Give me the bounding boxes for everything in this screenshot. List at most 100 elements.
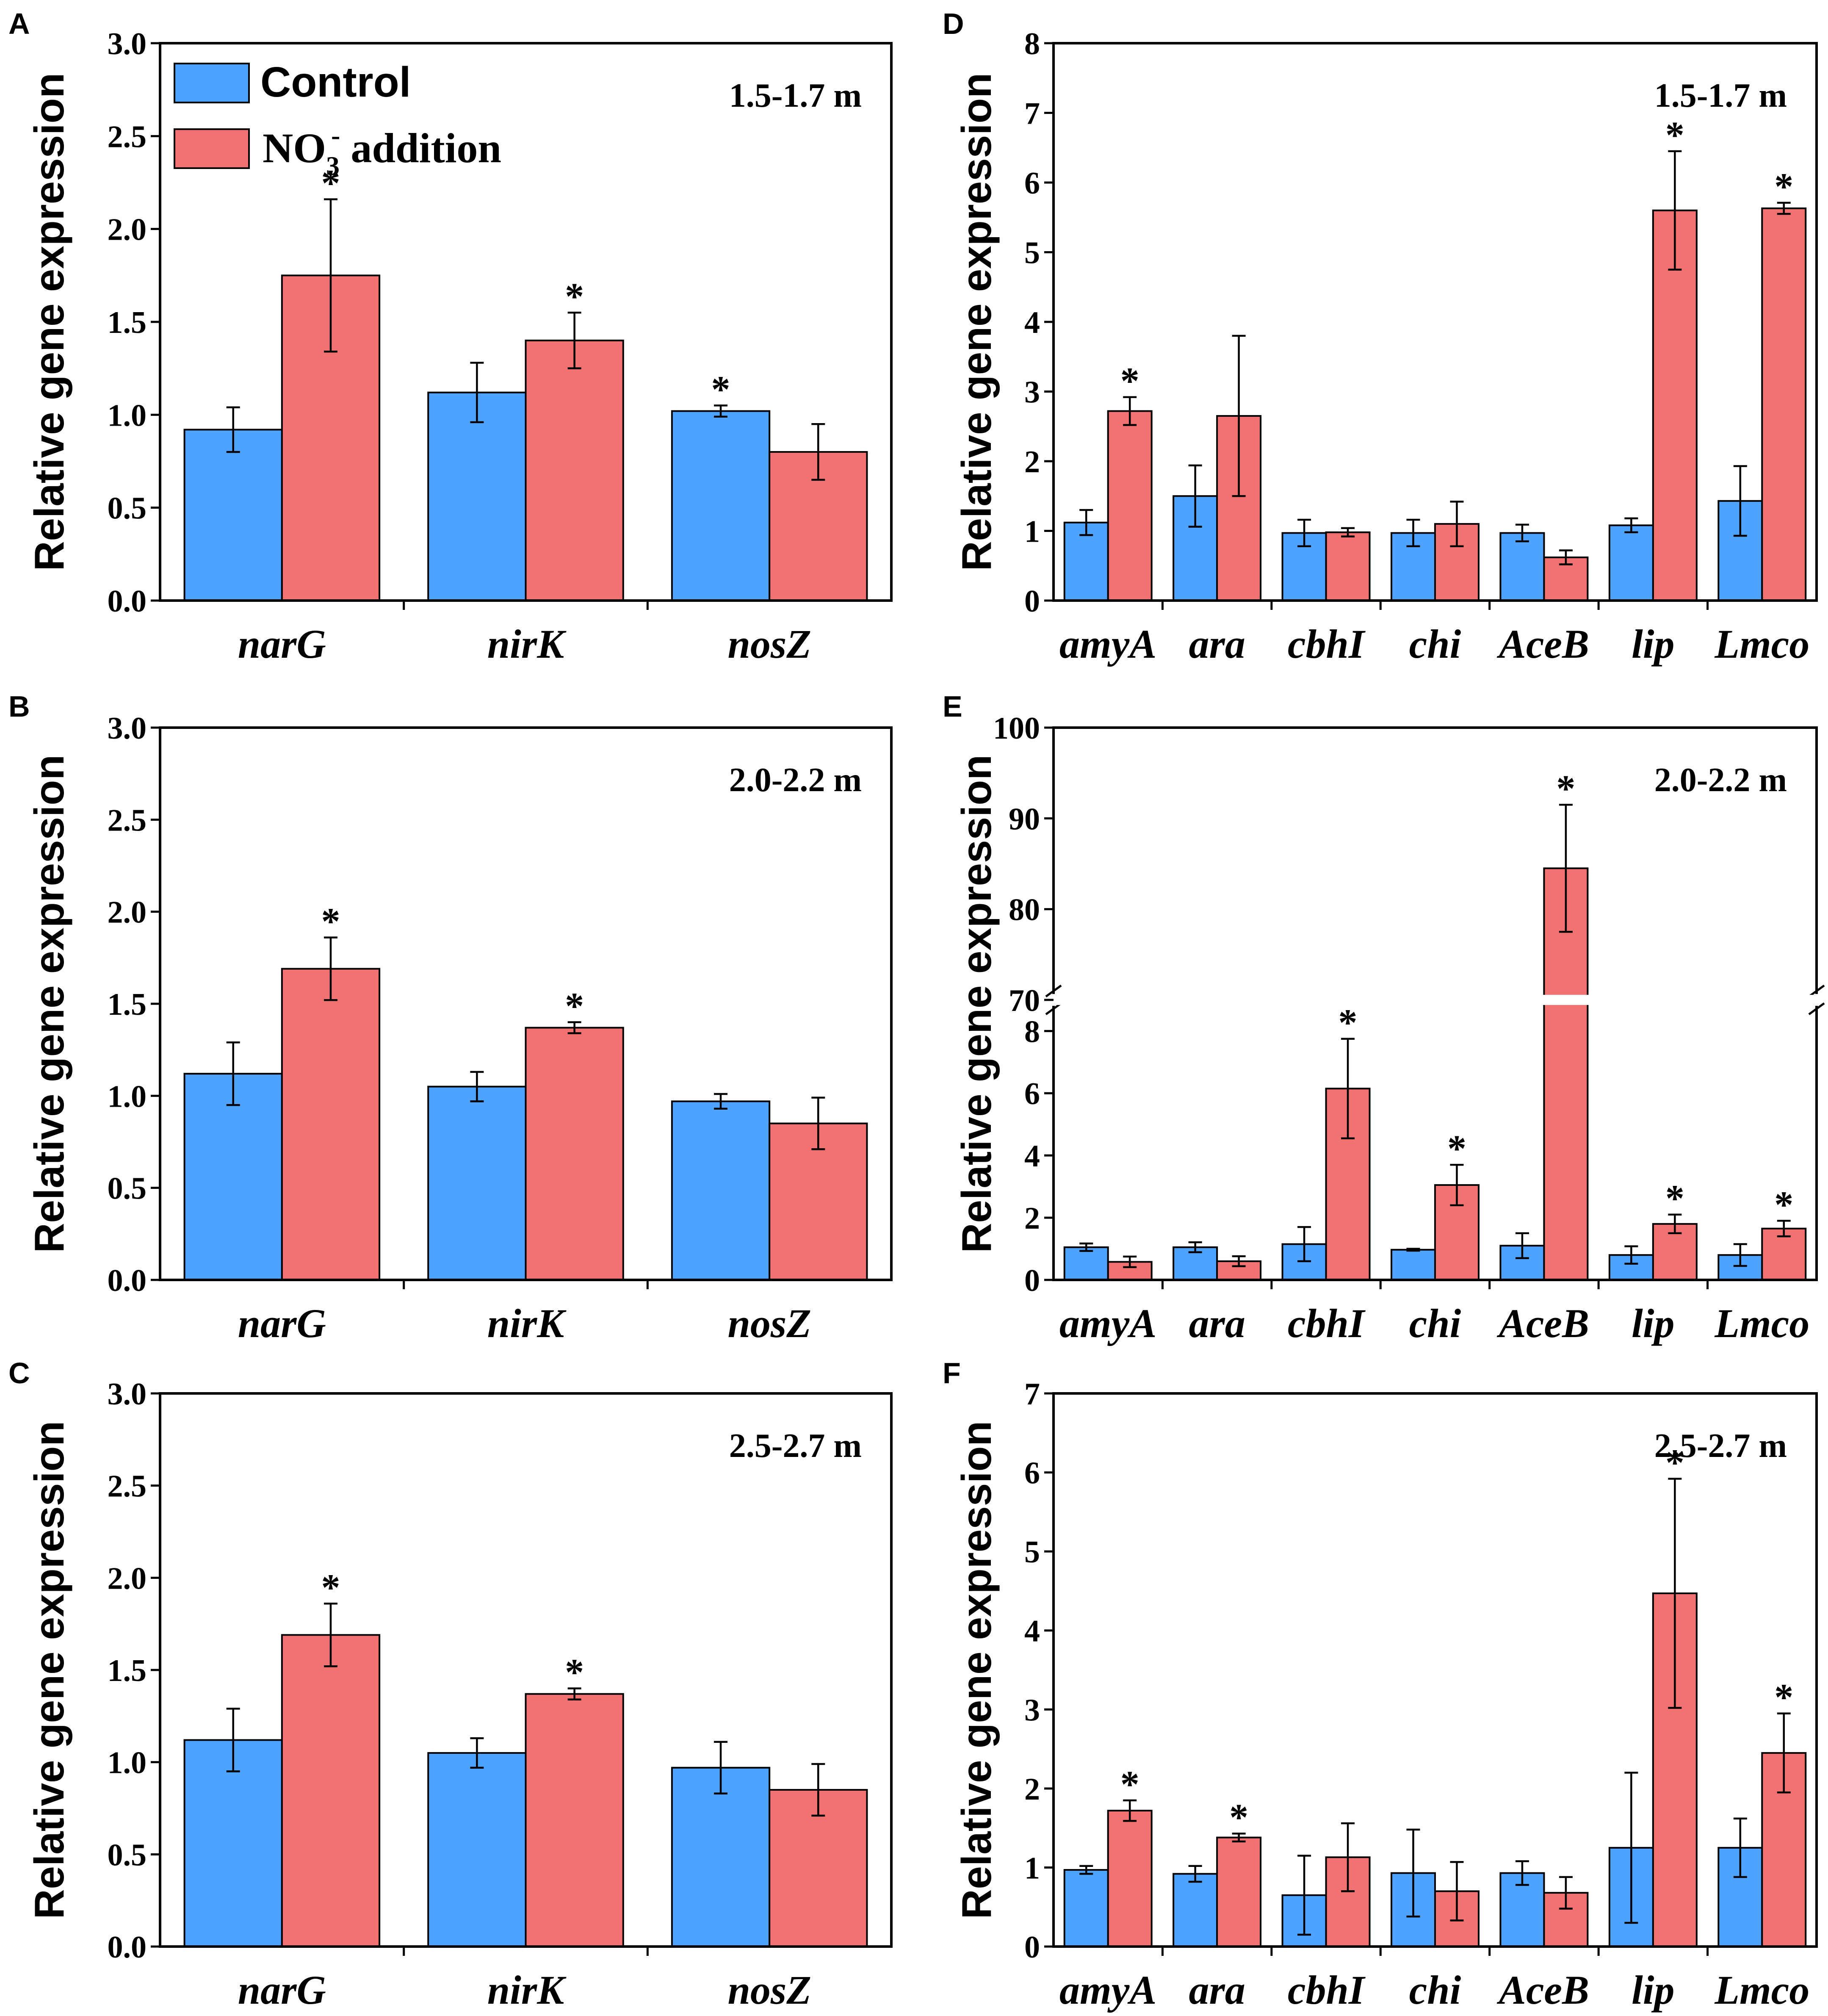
category-label-nosZ: nosZ [727, 621, 811, 667]
y-tick-label: 0.0 [108, 1263, 147, 1298]
depth-label: 2.0-2.2 m [729, 762, 862, 799]
category-label-AceB: AceB [1497, 1301, 1589, 1346]
panel-letter-F: F [943, 1357, 961, 1390]
y-axis-label: Relative gene expression [26, 73, 72, 571]
panel-letter-E: E [943, 690, 962, 723]
significance-star-ara: * [1229, 1797, 1248, 1839]
y-tick-label: 80 [1009, 893, 1040, 928]
y-tick-label: 0 [1024, 584, 1040, 619]
y-tick-label: 0.0 [108, 584, 147, 619]
category-label-cbhI: cbhI [1288, 1967, 1366, 2013]
panel-A: A Relative gene expression 1.5-1.7 m * narG *… [8, 7, 893, 667]
bar-control-AceB [1499, 532, 1545, 602]
category-label-AceB: AceB [1497, 621, 1589, 667]
significance-star-narG: * [321, 162, 340, 204]
bar-nitrate-nirK [525, 1027, 624, 1281]
significance-star-lip: * [1665, 1178, 1684, 1220]
bar-nitrate-amyA [1107, 1810, 1153, 1948]
significance-star-nirK: * [565, 985, 584, 1027]
bar-control-amyA [1063, 1869, 1109, 1948]
category-label-ara: ara [1189, 1967, 1245, 2013]
category-label-cbhI: cbhI [1288, 621, 1366, 667]
y-tick-label: 7 [1024, 97, 1040, 131]
depth-label: 1.5-1.7 m [1654, 77, 1787, 114]
y-axis-label: Relative gene expression [26, 755, 72, 1253]
axis-break-gap [1055, 994, 1815, 1005]
y-tick-label: 3 [1024, 375, 1040, 410]
category-label-lip: lip [1632, 621, 1674, 667]
y-axis-label: Relative gene expression [953, 1421, 1000, 1919]
axis-break-mark [1808, 984, 1825, 997]
significance-star-amyA: * [1120, 360, 1139, 402]
category-label-nirK: nirK [487, 621, 567, 667]
bar-control-nosZ [671, 1100, 771, 1281]
legend-nitrate-sub: 3 [326, 151, 340, 181]
bar-control-ara [1173, 1873, 1218, 1948]
y-tick-label: 4 [1024, 305, 1040, 340]
y-tick-label: 0 [1024, 1930, 1040, 1965]
y-tick-label: 5 [1024, 236, 1040, 271]
category-label-lip: lip [1632, 1967, 1674, 2013]
bar-nitrate-lip [1652, 209, 1698, 601]
category-label-AceB: AceB [1497, 1967, 1589, 2013]
category-label-lip: lip [1632, 1301, 1674, 1346]
significance-star-chi: * [1447, 1128, 1466, 1170]
category-label-amyA: amyA [1059, 1301, 1156, 1346]
y-tick-label: 5 [1024, 1535, 1040, 1570]
legend-nitrate-sup: - [331, 120, 340, 150]
bar-nitrate-nirK [525, 339, 624, 601]
y-tick-label: 2.0 [108, 213, 147, 247]
panel-E: E Relative gene expression 2.0-2.2 m amyA ar… [943, 690, 1825, 1346]
y-tick-label: 2 [1024, 445, 1040, 479]
y-tick-label: 4 [1024, 1139, 1040, 1174]
legend-control-swatch [174, 63, 250, 103]
bar-nitrate-narG [281, 968, 381, 1281]
y-axis-label: Relative gene expression [953, 73, 1000, 571]
axis-break-mark [1045, 1002, 1062, 1015]
axis-frame [1052, 1392, 1818, 1948]
bar-nitrate-ara [1216, 1836, 1262, 1947]
category-label-cbhI: cbhI [1288, 1301, 1366, 1346]
y-tick-label: 3.0 [108, 27, 147, 61]
legend-nitrate-swatch [174, 128, 250, 169]
panel-letter-C: C [8, 1357, 30, 1390]
y-tick-label: 6 [1024, 1456, 1040, 1491]
category-label-nirK: nirK [487, 1967, 567, 2013]
y-tick-label: 90 [1009, 802, 1040, 836]
y-tick-label: 8 [1024, 1014, 1040, 1049]
y-tick-label: 8 [1024, 27, 1040, 61]
legend-control-label: Control [260, 58, 411, 106]
category-label-chi: chi [1409, 621, 1461, 667]
y-tick-label: 2.5 [108, 119, 147, 154]
category-label-nirK: nirK [487, 1301, 567, 1346]
bar-control-chi [1391, 1249, 1436, 1281]
y-tick-label: 6 [1024, 166, 1040, 201]
significance-star-Lmco: * [1774, 1677, 1793, 1719]
y-tick-label: 0.5 [108, 1171, 147, 1206]
y-tick-label: 2 [1024, 1201, 1040, 1236]
axis-frame-lower [1052, 1005, 1818, 1281]
category-label-nosZ: nosZ [727, 1967, 811, 2013]
panel-B: B Relative gene expression 2.0-2.2 m * narG *… [8, 690, 893, 1346]
category-label-Lmco: Lmco [1714, 1967, 1809, 2013]
y-tick-label: 1.0 [108, 1746, 147, 1781]
significance-star-narG: * [321, 1567, 340, 1609]
depth-label: 2.5-2.7 m [1654, 1427, 1787, 1465]
y-tick-label: 2.5 [108, 803, 147, 838]
bar-control-narG [183, 1073, 283, 1281]
y-tick-label: 1.5 [108, 305, 147, 340]
legend-nitrate-main: NO [263, 125, 326, 172]
category-label-Lmco: Lmco [1714, 621, 1809, 667]
y-tick-label: 0.5 [108, 1838, 147, 1872]
bar-control-narG [183, 429, 283, 602]
y-tick-label: 0.5 [108, 491, 147, 526]
axis-frame-upper [1052, 726, 1818, 994]
panel-letter-A: A [8, 7, 30, 40]
y-tick-label: 1.5 [108, 1653, 147, 1688]
category-label-nosZ: nosZ [727, 1301, 811, 1346]
y-tick-label: 4 [1024, 1614, 1040, 1649]
y-tick-label: 0 [1024, 1263, 1040, 1298]
y-tick-label: 3 [1024, 1693, 1040, 1728]
y-tick-label: 2.0 [108, 895, 147, 930]
